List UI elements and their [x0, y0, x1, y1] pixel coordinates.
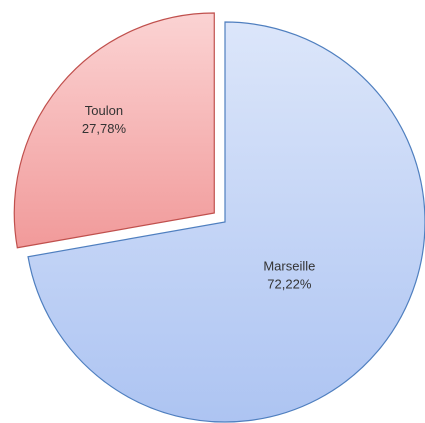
slice-value-label: 72,22%: [267, 276, 312, 291]
slice-label: Toulon: [85, 103, 123, 118]
pie-slice: [27, 21, 425, 423]
slice-label: Marseille: [263, 258, 315, 273]
slice-value-label: 27,78%: [82, 121, 127, 136]
pie-slice: [13, 12, 215, 249]
